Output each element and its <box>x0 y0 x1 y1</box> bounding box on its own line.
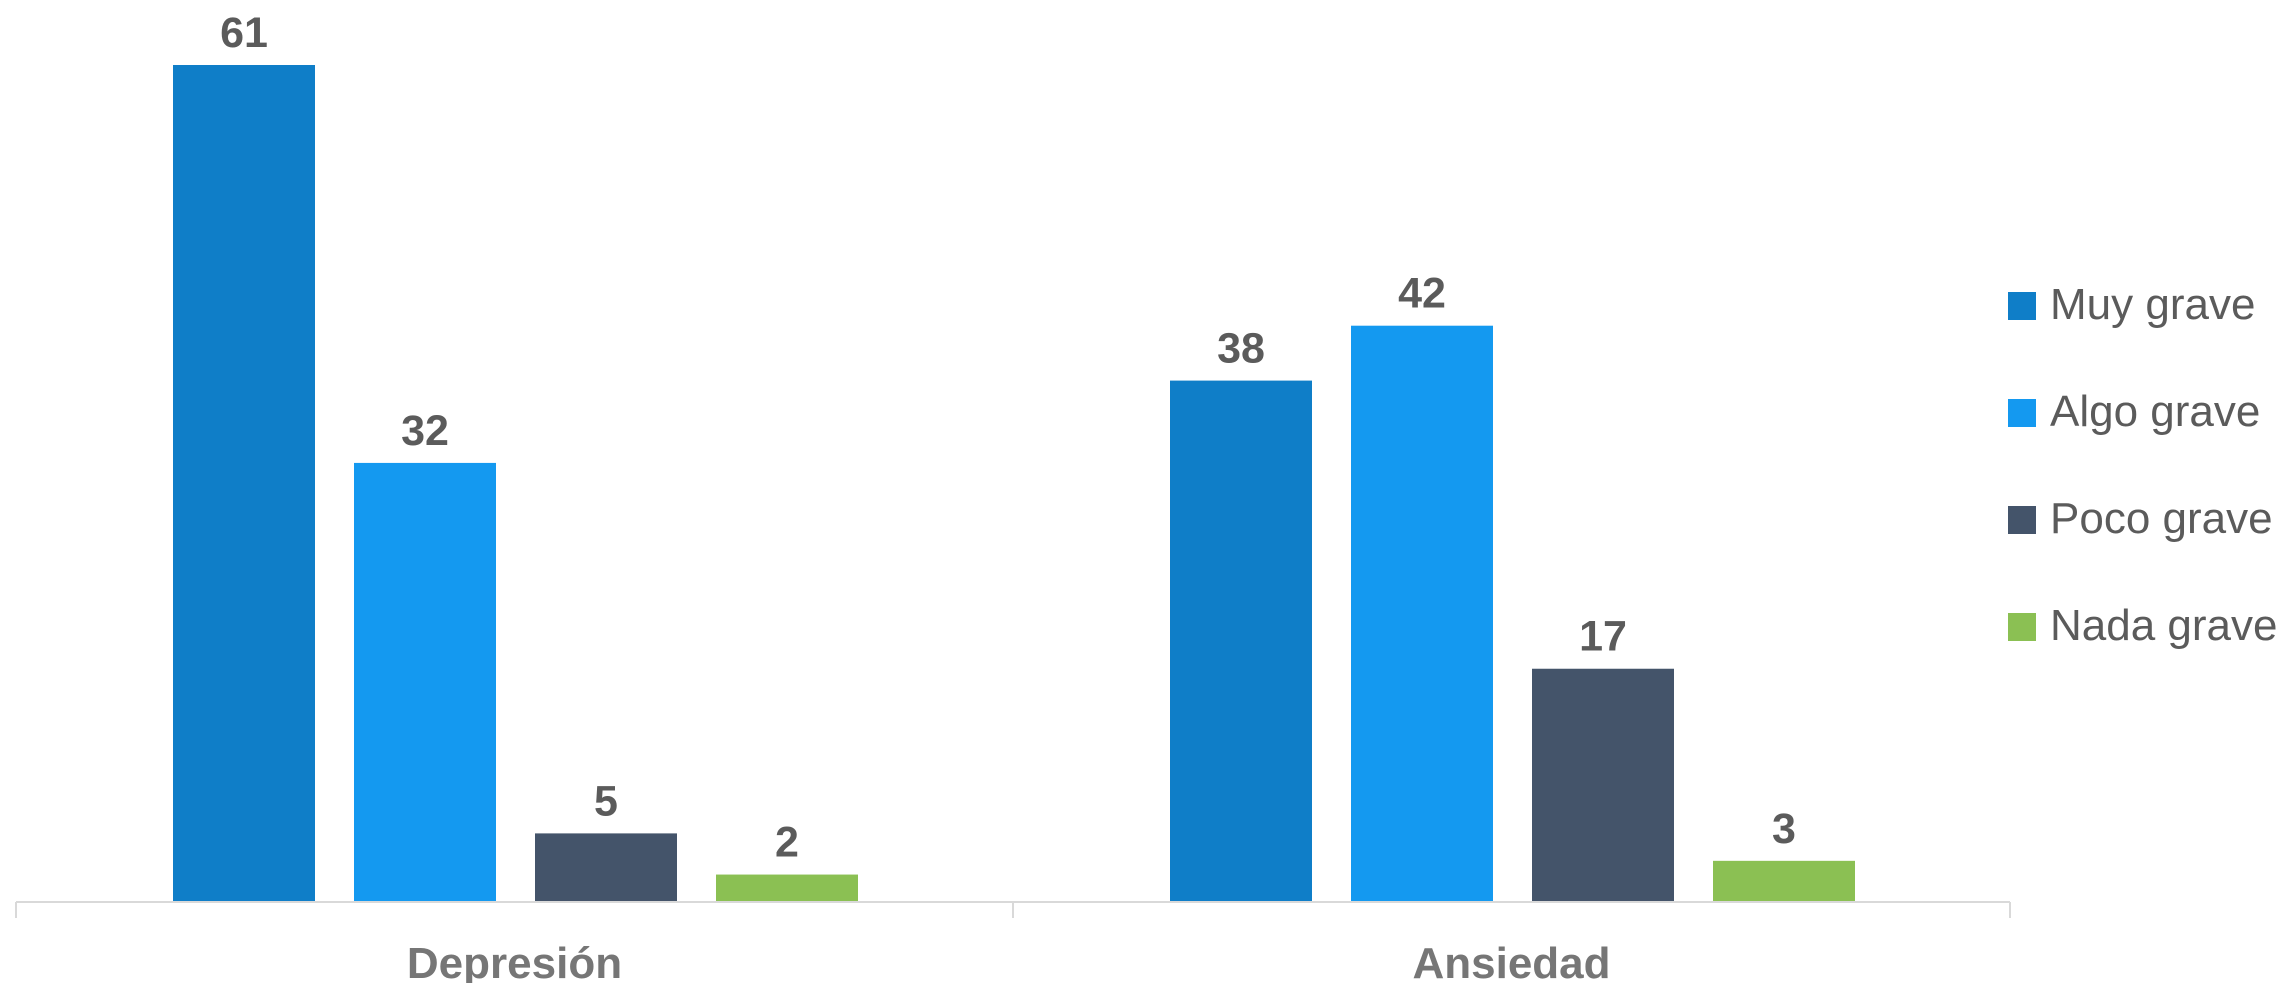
data-label-ansiedad-algo-grave: 42 <box>1398 270 1446 318</box>
x-axis: Depresión Ansiedad <box>15 901 2011 983</box>
legend-label-nada-grave: Nada grave <box>2050 601 2277 650</box>
bar-ansiedad-poco-grave <box>1532 668 1674 902</box>
legend-item-algo-grave: Algo grave <box>2008 387 2260 436</box>
legend-label-muy-grave: Muy grave <box>2050 280 2255 329</box>
bars-layer <box>173 65 1855 902</box>
category-label-ansiedad: Ansiedad <box>1412 939 1610 983</box>
legend: Muy grave Algo grave Poco grave Nada grave <box>2008 280 2277 650</box>
legend-label-algo-grave: Algo grave <box>2050 387 2260 436</box>
bar-depresion-muy-grave <box>173 65 315 902</box>
legend-swatch-poco-grave <box>2008 506 2036 534</box>
bar-depresion-poco-grave <box>535 833 677 902</box>
data-label-ansiedad-muy-grave: 38 <box>1217 325 1265 373</box>
bar-ansiedad-algo-grave <box>1351 325 1493 902</box>
legend-swatch-muy-grave <box>2008 292 2036 320</box>
legend-item-nada-grave: Nada grave <box>2008 601 2277 650</box>
data-labels-layer: 61 32 5 2 38 42 17 3 <box>220 9 1796 867</box>
data-label-depresion-nada-grave: 2 <box>775 819 799 867</box>
bar-ansiedad-muy-grave <box>1170 380 1312 902</box>
legend-item-poco-grave: Poco grave <box>2008 494 2273 543</box>
legend-swatch-algo-grave <box>2008 399 2036 427</box>
legend-item-muy-grave: Muy grave <box>2008 280 2255 329</box>
bar-depresion-nada-grave <box>716 874 858 902</box>
legend-swatch-nada-grave <box>2008 613 2036 641</box>
bar-depresion-algo-grave <box>354 462 496 902</box>
legend-label-poco-grave: Poco grave <box>2050 494 2273 543</box>
data-label-ansiedad-poco-grave: 17 <box>1579 613 1627 661</box>
bar-ansiedad-nada-grave <box>1713 860 1855 902</box>
data-label-depresion-poco-grave: 5 <box>594 777 618 825</box>
data-label-depresion-algo-grave: 32 <box>401 407 449 455</box>
data-label-ansiedad-nada-grave: 3 <box>1772 805 1796 853</box>
category-label-depresion: Depresión <box>407 939 622 983</box>
data-label-depresion-muy-grave: 61 <box>220 9 268 57</box>
